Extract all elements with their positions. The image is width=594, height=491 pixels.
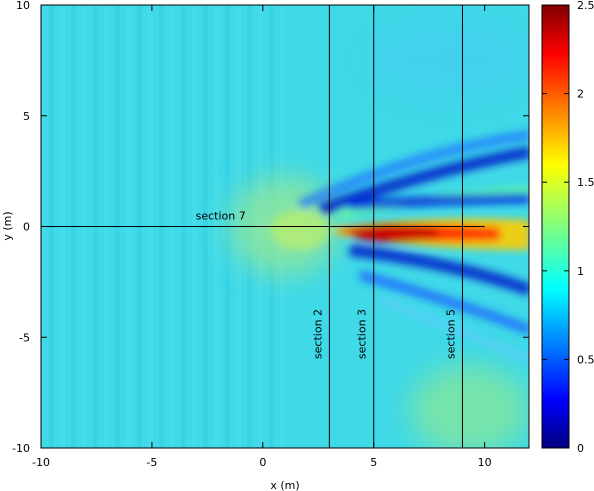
colorbar-tick-label: 1 [577, 265, 584, 278]
colorbar-tick-label: 0.5 [577, 353, 594, 366]
x-axis-title: x (m) [270, 479, 299, 491]
colorbar-tick-label: 2.5 [577, 0, 594, 12]
y-tick-label: -10 [12, 442, 30, 455]
section-lines: section 2 section 3 section 5 section 7 [41, 5, 485, 448]
y-tick-label: 5 [23, 110, 30, 123]
section-label: section 5 [444, 309, 457, 359]
section-label: section 7 [196, 210, 246, 223]
section-label: section 2 [311, 309, 324, 359]
y-tick-label: 10 [16, 0, 30, 12]
x-tick-label: -10 [32, 456, 50, 469]
y-axis-title: y (m) [1, 211, 14, 240]
y-tick-label: -5 [19, 331, 30, 344]
y-axis-ticks: 10 5 0 -5 -10 [12, 0, 529, 455]
x-tick-label: 5 [370, 456, 377, 469]
colorbar-tick-label: 0 [577, 442, 584, 455]
heatmap-field [41, 5, 529, 448]
colorbar-ticks: 2.5 2 1.5 1 0.5 0 [542, 0, 594, 455]
colorbar [541, 4, 570, 449]
section-label: section 3 [356, 309, 369, 359]
y-tick-label: 0 [23, 221, 30, 234]
x-tick-label: -5 [146, 456, 157, 469]
x-tick-label: 0 [259, 456, 266, 469]
x-tick-label: 10 [478, 456, 492, 469]
colorbar-tick-label: 1.5 [577, 176, 594, 189]
colorbar-tick-label: 2 [577, 88, 584, 101]
x-axis-ticks: -10 -5 0 5 10 [32, 5, 492, 469]
